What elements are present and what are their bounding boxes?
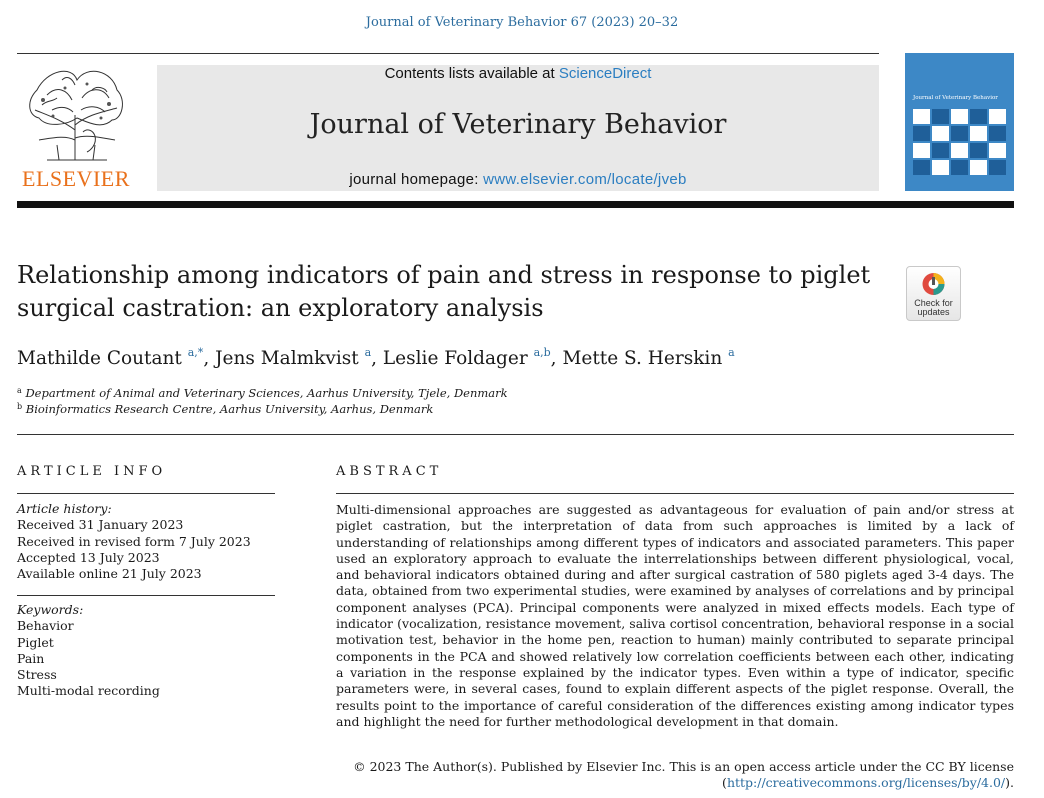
abstract-heading: ABSTRACT — [336, 464, 443, 479]
copyright-notice: © 2023 The Author(s). Published by Elsev… — [336, 759, 1014, 792]
affiliation-a: a Department of Animal and Veterinary Sc… — [17, 386, 508, 400]
article-history-label: Article history: — [17, 501, 112, 516]
history-accepted: Accepted 13 July 2023 — [17, 549, 160, 565]
keywords-block: Keywords: Behavior Piglet Pain Stress Mu… — [17, 602, 160, 700]
copyright-text: © 2023 The Author(s). Published by Elsev… — [353, 759, 1014, 774]
check-for-updates-icon — [922, 273, 945, 295]
author-2[interactable]: Jens Malmkvist a — [215, 346, 372, 369]
article-info-rule — [17, 493, 275, 494]
history-online: Available online 21 July 2023 — [17, 566, 202, 582]
journal-citation[interactable]: Journal of Veterinary Behavior 67 (2023)… — [365, 15, 679, 30]
author-1[interactable]: Mathilde Coutant a,* — [17, 346, 204, 369]
tree-logo-icon — [29, 70, 123, 161]
check-for-updates-button[interactable]: Check for updates — [906, 266, 961, 321]
affiliation-b: b Bioinformatics Research Centre, Aarhus… — [17, 402, 434, 416]
section-divider — [17, 434, 1014, 435]
abstract-text: Multi-dimensional approaches are suggest… — [336, 502, 1014, 729]
keyword-item: Piglet — [17, 634, 54, 650]
sciencedirect-link[interactable]: ScienceDirect — [558, 65, 652, 82]
check-for-updates-label: Check for updates — [914, 298, 953, 317]
article-title: Relationship among indicators of pain an… — [17, 261, 871, 322]
article-info-heading: ARTICLE INFO — [17, 464, 167, 479]
elsevier-wordmark: ELSEVIER — [22, 166, 130, 191]
keyword-item: Stress — [17, 667, 57, 683]
journal-banner: Contents lists available at ScienceDirec… — [157, 65, 879, 191]
keywords-rule — [17, 595, 275, 596]
homepage-line: journal homepage: www.elsevier.com/locat… — [349, 171, 687, 188]
author-3[interactable]: Leslie Foldager a,b — [382, 346, 551, 369]
journal-cover[interactable]: Journal of Veterinary Behavior — [905, 53, 1014, 191]
article-history: Article history: Received 31 January 202… — [17, 501, 251, 582]
keyword-item: Multi-modal recording — [17, 683, 160, 699]
keyword-item: Pain — [17, 650, 45, 666]
journal-homepage-link[interactable]: www.elsevier.com/locate/jveb — [483, 171, 687, 188]
contents-line: Contents lists available at ScienceDirec… — [384, 65, 652, 82]
author-4[interactable]: Mette S. Herskin a — [562, 346, 735, 369]
cover-pattern — [913, 109, 1006, 175]
journal-title: Journal of Veterinary Behavior — [309, 109, 727, 140]
header-thick-rule — [17, 201, 1014, 208]
keyword-item: Behavior — [17, 618, 74, 634]
license-line: (http://creativecommons.org/licenses/by/… — [722, 775, 1014, 791]
header-rule — [17, 53, 879, 54]
keywords-label: Keywords: — [17, 602, 84, 617]
abstract-rule — [336, 493, 1014, 494]
history-revised: Received in revised form 7 July 2023 — [17, 533, 251, 549]
cover-title: Journal of Veterinary Behavior — [913, 95, 998, 101]
history-received: Received 31 January 2023 — [17, 517, 184, 533]
author-list: Mathilde Coutant a,*, Jens Malmkvist a, … — [17, 346, 735, 369]
elsevier-logo: ELSEVIER — [17, 60, 135, 194]
license-link[interactable]: http://creativecommons.org/licenses/by/4… — [726, 775, 1006, 791]
